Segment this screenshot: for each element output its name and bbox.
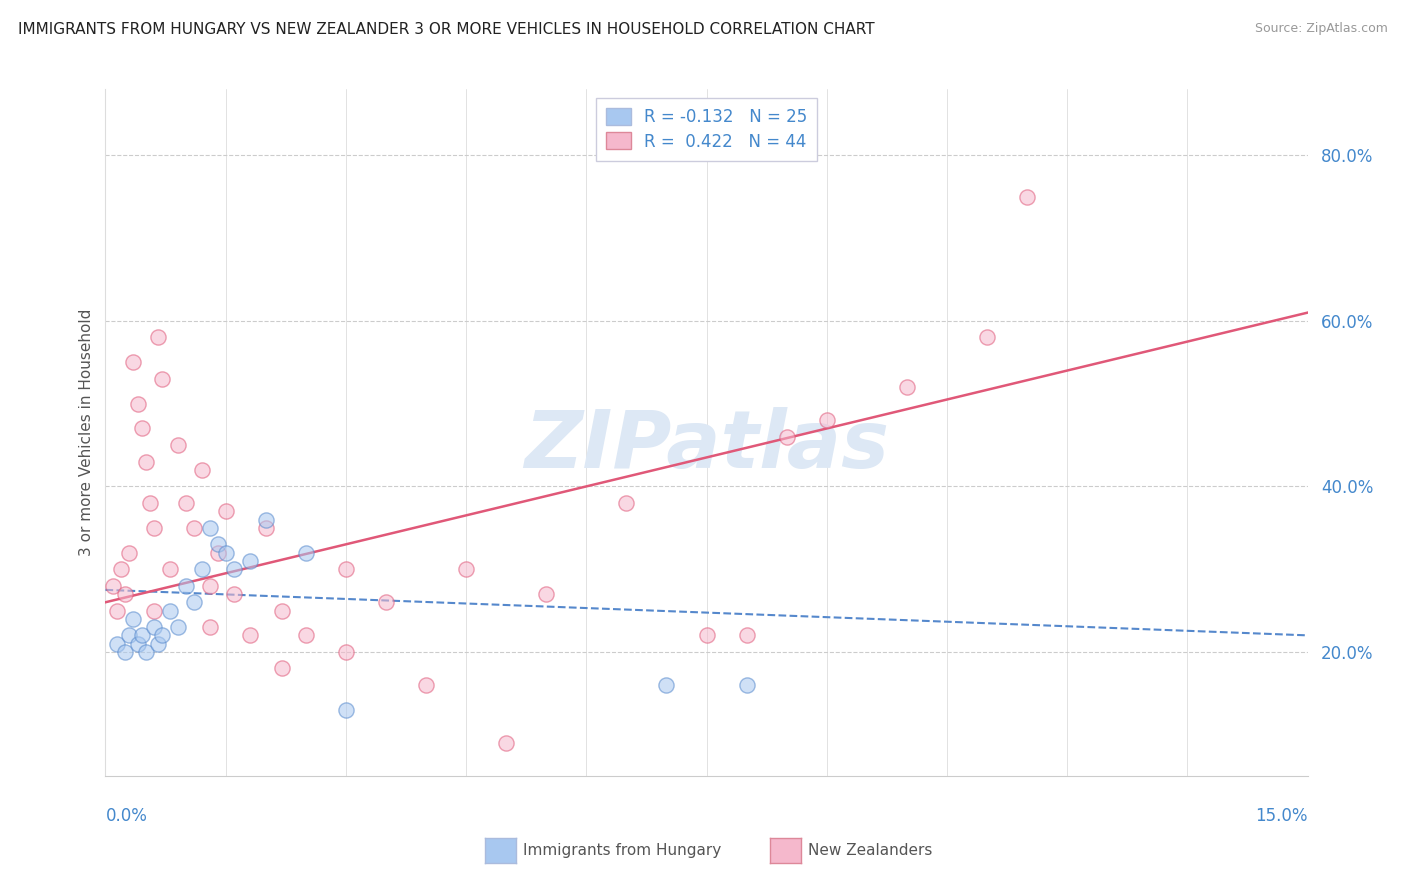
Point bbox=[415, 678, 437, 692]
Point bbox=[655, 678, 678, 692]
Text: IMMIGRANTS FROM HUNGARY VS NEW ZEALANDER 3 OR MORE VEHICLES IN HOUSEHOLD CORRELA: IMMIGRANTS FROM HUNGARY VS NEW ZEALANDER… bbox=[18, 22, 875, 37]
Point bbox=[110, 562, 132, 576]
Point bbox=[456, 562, 478, 576]
Point bbox=[254, 512, 277, 526]
Text: ZIPatlas: ZIPatlas bbox=[524, 408, 889, 485]
Point bbox=[222, 562, 245, 576]
Point bbox=[207, 546, 229, 560]
Text: 15.0%: 15.0% bbox=[1256, 807, 1308, 825]
Point bbox=[735, 678, 758, 692]
Text: Immigrants from Hungary: Immigrants from Hungary bbox=[523, 843, 721, 857]
Point bbox=[103, 579, 125, 593]
Point bbox=[122, 612, 145, 626]
Point bbox=[198, 579, 221, 593]
Point bbox=[127, 397, 149, 411]
Point bbox=[815, 413, 838, 427]
Point bbox=[142, 620, 165, 634]
Y-axis label: 3 or more Vehicles in Household: 3 or more Vehicles in Household bbox=[79, 309, 94, 557]
Point bbox=[1015, 190, 1038, 204]
Point bbox=[335, 645, 357, 659]
Point bbox=[696, 628, 718, 642]
Point bbox=[976, 330, 998, 344]
Point bbox=[239, 628, 262, 642]
Point bbox=[159, 562, 181, 576]
Point bbox=[131, 628, 153, 642]
Point bbox=[146, 330, 169, 344]
Point bbox=[122, 355, 145, 369]
Point bbox=[374, 595, 396, 609]
Point bbox=[222, 587, 245, 601]
Point bbox=[270, 661, 292, 675]
Point bbox=[207, 537, 229, 551]
Point bbox=[270, 603, 292, 617]
Point bbox=[534, 587, 557, 601]
Point bbox=[335, 562, 357, 576]
Text: Source: ZipAtlas.com: Source: ZipAtlas.com bbox=[1254, 22, 1388, 36]
Point bbox=[135, 645, 157, 659]
Point bbox=[776, 430, 799, 444]
Point bbox=[174, 496, 197, 510]
Text: 0.0%: 0.0% bbox=[105, 807, 148, 825]
Point bbox=[107, 603, 129, 617]
Point bbox=[118, 628, 141, 642]
Point bbox=[239, 554, 262, 568]
Point bbox=[166, 620, 188, 634]
Point bbox=[183, 595, 205, 609]
Point bbox=[495, 736, 517, 750]
Point bbox=[135, 454, 157, 468]
Point bbox=[198, 620, 221, 634]
Point bbox=[107, 637, 129, 651]
Legend: R = -0.132   N = 25, R =  0.422   N = 44: R = -0.132 N = 25, R = 0.422 N = 44 bbox=[596, 97, 817, 161]
Text: New Zealanders: New Zealanders bbox=[808, 843, 932, 857]
Point bbox=[142, 521, 165, 535]
Point bbox=[131, 421, 153, 435]
Point bbox=[114, 645, 136, 659]
Point bbox=[295, 628, 318, 642]
Point bbox=[159, 603, 181, 617]
Point bbox=[735, 628, 758, 642]
Point bbox=[214, 504, 236, 518]
Point bbox=[166, 438, 188, 452]
Point bbox=[190, 562, 212, 576]
Point bbox=[127, 637, 149, 651]
Point bbox=[190, 463, 212, 477]
Point bbox=[138, 496, 160, 510]
Point bbox=[146, 637, 169, 651]
Point bbox=[174, 579, 197, 593]
Point bbox=[295, 546, 318, 560]
Point bbox=[150, 628, 173, 642]
Point bbox=[150, 372, 173, 386]
Point bbox=[118, 546, 141, 560]
Point bbox=[142, 603, 165, 617]
Point bbox=[114, 587, 136, 601]
Point bbox=[198, 521, 221, 535]
Point bbox=[335, 703, 357, 717]
Point bbox=[616, 496, 638, 510]
Point bbox=[183, 521, 205, 535]
Point bbox=[214, 546, 236, 560]
Point bbox=[896, 380, 918, 394]
Point bbox=[254, 521, 277, 535]
